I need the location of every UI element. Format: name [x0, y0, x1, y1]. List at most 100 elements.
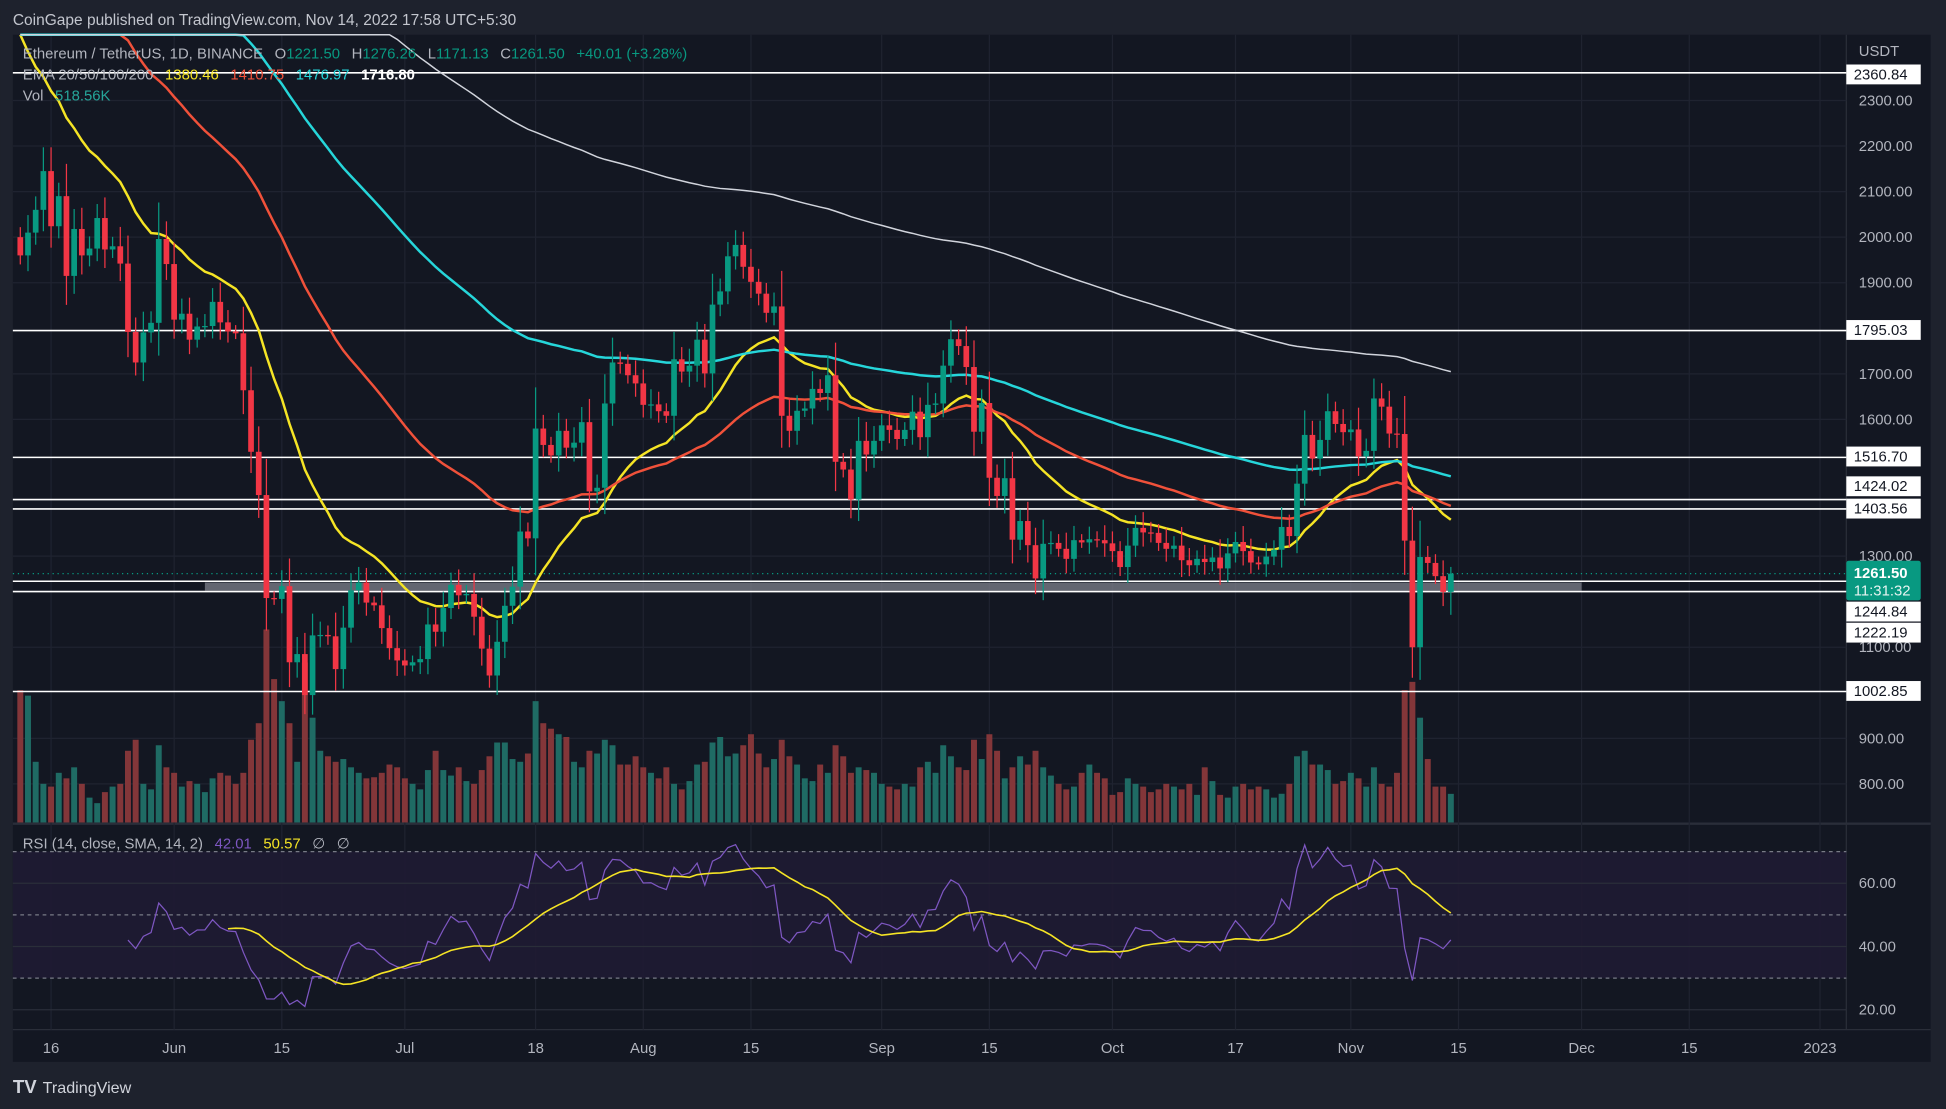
candle[interactable] [1386, 390, 1393, 448]
candle[interactable] [994, 464, 1000, 508]
candle[interactable] [302, 632, 308, 715]
candle[interactable] [271, 591, 277, 605]
candle[interactable] [1348, 420, 1354, 441]
candle[interactable] [1394, 417, 1400, 449]
candle[interactable] [794, 395, 800, 445]
candle[interactable] [225, 310, 231, 343]
candle[interactable] [763, 282, 770, 323]
candle[interactable] [740, 231, 747, 279]
candle[interactable] [1194, 550, 1200, 573]
candle[interactable] [278, 570, 285, 614]
candle[interactable] [1171, 536, 1177, 558]
candle[interactable] [517, 506, 524, 610]
candle[interactable] [132, 317, 139, 376]
candle[interactable] [978, 389, 985, 444]
candle[interactable] [471, 573, 477, 636]
candle[interactable] [1355, 407, 1362, 476]
candle[interactable] [924, 382, 931, 458]
candle[interactable] [478, 597, 485, 666]
candle[interactable] [263, 458, 270, 631]
candle[interactable] [525, 522, 531, 547]
candle[interactable] [448, 572, 454, 620]
candle[interactable] [409, 655, 416, 672]
candle[interactable] [394, 630, 401, 676]
candle[interactable] [63, 163, 70, 305]
candle[interactable] [701, 323, 708, 388]
candle[interactable] [855, 417, 862, 522]
candle[interactable] [294, 636, 301, 678]
candle[interactable] [871, 426, 877, 468]
candle[interactable] [571, 427, 577, 462]
candle[interactable] [563, 418, 570, 459]
candle[interactable] [1378, 383, 1385, 421]
candle[interactable] [1271, 540, 1277, 566]
candle[interactable] [355, 566, 362, 605]
candle[interactable] [1224, 538, 1231, 583]
candle[interactable] [986, 371, 993, 507]
candles[interactable] [17, 147, 1454, 715]
candle[interactable] [878, 414, 885, 451]
candle[interactable] [194, 317, 201, 348]
candle[interactable] [71, 209, 77, 294]
candle[interactable] [78, 207, 85, 275]
candle[interactable] [1086, 526, 1093, 554]
candle[interactable] [186, 297, 193, 355]
candle[interactable] [325, 625, 331, 645]
candle[interactable] [655, 391, 662, 423]
candle[interactable] [1263, 542, 1270, 577]
candle[interactable] [694, 321, 700, 382]
candle[interactable] [1071, 525, 1077, 572]
candle[interactable] [86, 236, 93, 267]
candle[interactable] [140, 311, 147, 382]
candle[interactable] [1401, 395, 1408, 575]
candle[interactable] [1309, 420, 1316, 472]
candle[interactable] [1363, 438, 1370, 468]
candle[interactable] [363, 567, 370, 616]
candle[interactable] [217, 282, 224, 340]
candle[interactable] [340, 605, 347, 689]
candle[interactable] [725, 242, 731, 305]
candle[interactable] [1148, 521, 1154, 543]
candle[interactable] [840, 453, 847, 478]
candle[interactable] [1040, 519, 1047, 601]
candle[interactable] [240, 306, 247, 415]
candle[interactable] [732, 230, 739, 270]
candle[interactable] [1009, 451, 1016, 564]
candle[interactable] [601, 374, 608, 515]
candle[interactable] [417, 645, 424, 675]
candle[interactable] [1186, 548, 1193, 577]
candle[interactable] [594, 474, 600, 504]
candle[interactable] [786, 397, 793, 448]
candle[interactable] [1301, 410, 1308, 506]
candle[interactable] [586, 398, 593, 513]
candle[interactable] [848, 448, 854, 519]
candle[interactable] [378, 587, 385, 644]
candle[interactable] [1178, 526, 1185, 578]
candle[interactable] [894, 418, 900, 450]
candle[interactable] [686, 348, 693, 387]
candle[interactable] [432, 608, 439, 647]
candle[interactable] [555, 412, 562, 472]
candle[interactable] [1209, 547, 1216, 572]
candle[interactable] [1017, 509, 1023, 551]
candle[interactable] [1409, 506, 1416, 678]
candle[interactable] [825, 355, 831, 411]
candle[interactable] [1317, 420, 1323, 476]
candle[interactable] [232, 325, 239, 340]
candle[interactable] [625, 354, 631, 384]
candle[interactable] [1371, 378, 1377, 469]
tradingview-footer-logo[interactable]: TV TradingView [13, 1076, 132, 1097]
candle[interactable] [163, 221, 170, 280]
candle[interactable] [1240, 526, 1247, 566]
candle[interactable] [1055, 534, 1062, 557]
candle[interactable] [455, 569, 462, 610]
candle[interactable] [1332, 401, 1339, 433]
candle[interactable] [501, 587, 508, 659]
candle[interactable] [1140, 512, 1147, 547]
candle[interactable] [286, 558, 293, 688]
candle[interactable] [1278, 507, 1285, 568]
candle[interactable] [955, 329, 962, 355]
candle[interactable] [648, 389, 654, 419]
candle[interactable] [548, 436, 554, 463]
candle[interactable] [717, 278, 724, 317]
